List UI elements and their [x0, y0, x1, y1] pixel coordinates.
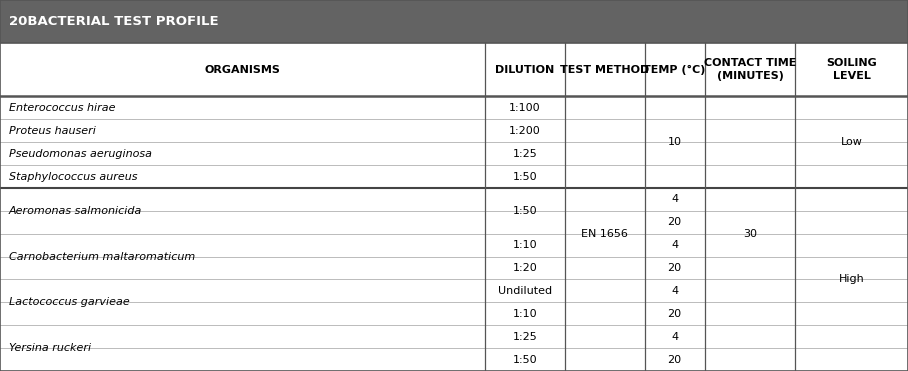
Text: Proteus hauseri: Proteus hauseri: [9, 126, 96, 136]
Text: DILUTION: DILUTION: [495, 65, 555, 75]
Text: Staphylococcus aureus: Staphylococcus aureus: [9, 171, 138, 181]
Text: Undiluted: Undiluted: [498, 286, 552, 296]
Text: 20: 20: [667, 263, 682, 273]
Text: 1:50: 1:50: [512, 206, 538, 216]
Text: Yersina ruckeri: Yersina ruckeri: [9, 343, 91, 353]
Text: 4: 4: [671, 194, 678, 204]
Text: CONTACT TIME
(MINUTES): CONTACT TIME (MINUTES): [704, 58, 796, 81]
Text: High: High: [839, 275, 864, 285]
Text: 20BACTERIAL TEST PROFILE: 20BACTERIAL TEST PROFILE: [9, 15, 219, 28]
Bar: [0, 0, 908, 43]
Text: TEMP (°C): TEMP (°C): [644, 65, 706, 75]
Text: 1:100: 1:100: [509, 103, 540, 113]
Text: 1:20: 1:20: [512, 263, 538, 273]
Text: 20: 20: [667, 355, 682, 365]
Text: Enterococcus hirae: Enterococcus hirae: [9, 103, 115, 113]
Text: ORGANISMS: ORGANISMS: [204, 65, 281, 75]
Text: 1:200: 1:200: [509, 126, 540, 136]
Text: 1:50: 1:50: [512, 355, 538, 365]
Bar: [0, 43, 908, 96]
Text: 1:10: 1:10: [512, 309, 538, 319]
Text: 1:10: 1:10: [512, 240, 538, 250]
Text: 4: 4: [671, 240, 678, 250]
Text: 10: 10: [667, 137, 682, 147]
Text: Carnobacterium maltaromaticum: Carnobacterium maltaromaticum: [9, 252, 195, 262]
Text: EN 1656: EN 1656: [581, 229, 628, 239]
Text: SOILING
LEVEL: SOILING LEVEL: [826, 58, 877, 81]
Text: 1:25: 1:25: [512, 149, 538, 159]
Text: Aeromonas salmonicida: Aeromonas salmonicida: [9, 206, 143, 216]
Text: 1:25: 1:25: [512, 332, 538, 342]
Text: Pseudomonas aeruginosa: Pseudomonas aeruginosa: [9, 149, 152, 159]
Text: 1:50: 1:50: [512, 171, 538, 181]
Text: TEST METHOD: TEST METHOD: [560, 65, 649, 75]
Text: 4: 4: [671, 332, 678, 342]
Text: 30: 30: [743, 229, 757, 239]
Text: 4: 4: [671, 286, 678, 296]
Text: 20: 20: [667, 217, 682, 227]
Text: Low: Low: [841, 137, 863, 147]
Text: 20: 20: [667, 309, 682, 319]
Text: Lactococcus garvieae: Lactococcus garvieae: [9, 298, 130, 307]
